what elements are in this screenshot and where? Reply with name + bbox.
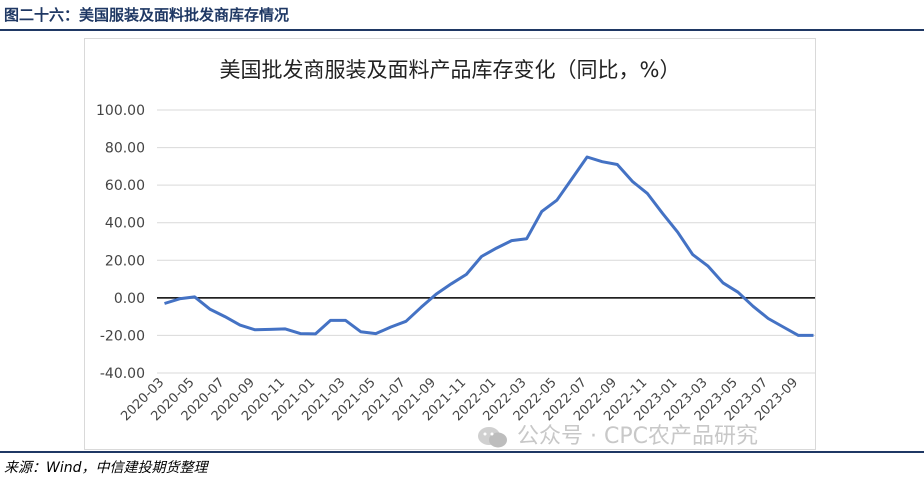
y-tick-label: 0.00 (114, 291, 145, 307)
chart-title: 美国批发商服装及面料产品库存变化（同比，%） (220, 58, 681, 82)
footer-divider (0, 451, 924, 453)
watermark: 公众号 · CPC农产品研究 (476, 418, 758, 450)
y-tick-label: 20.00 (105, 253, 145, 269)
chart-container: 美国批发商服装及面料产品库存变化（同比，%） -40.00 -20.00 0.00 2… (84, 38, 816, 450)
chart-svg: 美国批发商服装及面料产品库存变化（同比，%） -40.00 -20.00 0.00 2… (96, 58, 815, 424)
y-tick-label: -20.00 (100, 328, 145, 344)
y-tick-label: 80.00 (105, 141, 145, 157)
watermark-text: 公众号 · CPC农产品研究 (517, 424, 758, 449)
source-note: 来源：Wind，中信建投期货整理 (4, 460, 208, 476)
y-tick-label: 100.00 (96, 103, 145, 119)
series-line (164, 155, 814, 337)
figure-title: 图二十六：美国服装及面料批发商库存情况 (4, 6, 290, 24)
gridlines (157, 109, 815, 374)
header-divider (0, 29, 924, 31)
y-tick-label: 60.00 (105, 178, 145, 194)
x-axis-tick-labels: 2020-032020-052020-072020-092020-112021-… (118, 375, 801, 424)
y-tick-label: -40.00 (100, 366, 145, 382)
y-tick-label: 40.00 (105, 216, 145, 232)
wechat-icon (476, 425, 510, 449)
y-axis-tick-labels: -40.00 -20.00 0.00 20.00 40.00 60.00 80.00 100.… (96, 103, 145, 382)
